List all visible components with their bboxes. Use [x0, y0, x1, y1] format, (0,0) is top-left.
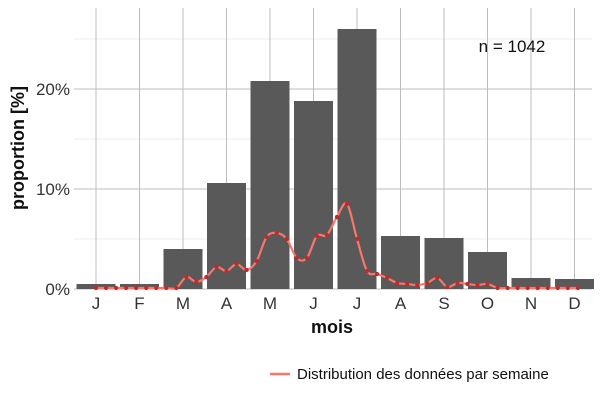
- weekly-point-4: [124, 285, 129, 291]
- legend: Distribution des données par semaine: [270, 366, 549, 383]
- bar-12: [555, 279, 594, 289]
- x-tick-label: S: [438, 294, 449, 313]
- x-tick-label: M: [176, 294, 190, 313]
- bar-4: [207, 183, 246, 289]
- weekly-point-5: [134, 285, 139, 291]
- weekly-point-30: [385, 275, 390, 281]
- y-tick-label: 20%: [36, 80, 70, 99]
- x-tick-label: A: [221, 294, 233, 313]
- weekly-point-29: [374, 271, 380, 277]
- y-axis-ticks: 0% 10% 20%: [36, 80, 70, 299]
- x-tick-label: A: [395, 294, 407, 313]
- weekly-point-2: [103, 285, 109, 291]
- weekly-point-10: [184, 274, 189, 280]
- x-tick-label: J: [353, 294, 362, 313]
- x-tick-label: O: [481, 294, 494, 313]
- bar-2: [120, 284, 159, 289]
- weekly-point-44: [525, 285, 530, 291]
- y-tick-label: 0%: [45, 280, 70, 299]
- weekly-point-40: [485, 281, 490, 287]
- weekly-point-46: [545, 285, 550, 291]
- weekly-point-28: [364, 268, 370, 274]
- weekly-point-25: [334, 214, 340, 220]
- y-axis-label: proportion [%]: [8, 86, 28, 210]
- x-axis-label: mois: [311, 317, 353, 337]
- weekly-point-42: [505, 285, 510, 291]
- weekly-point-41: [495, 285, 500, 291]
- bar-5: [250, 81, 290, 289]
- weekly-distribution-line: [93, 201, 580, 291]
- weekly-point-15: [234, 261, 239, 267]
- bar-6: [294, 101, 333, 289]
- bar-11: [511, 278, 551, 289]
- weekly-point-12: [204, 274, 209, 280]
- weekly-point-23: [314, 233, 319, 239]
- weekly-point-18: [264, 234, 269, 240]
- weekly-point-17: [254, 258, 259, 264]
- weekly-point-35: [435, 275, 440, 281]
- bars: [76, 29, 594, 289]
- legend-label: Distribution des données par semaine: [297, 366, 549, 383]
- weekly-point-48: [565, 285, 570, 291]
- weekly-point-31: [395, 280, 400, 286]
- y-tick-label: 10%: [36, 180, 70, 199]
- x-tick-label: N: [525, 294, 537, 313]
- weekly-point-19: [274, 230, 279, 236]
- x-tick-label: J: [309, 294, 318, 313]
- x-tick-label: M: [263, 294, 277, 313]
- weekly-point-43: [515, 285, 520, 291]
- sample-size-annotation: n = 1042: [479, 37, 546, 56]
- weekly-point-16: [244, 267, 249, 273]
- weekly-point-38: [465, 281, 470, 287]
- bar-8: [381, 236, 420, 289]
- weekly-point-22: [304, 255, 309, 261]
- weekly-point-45: [535, 285, 540, 291]
- weekly-point-6: [144, 285, 149, 291]
- weekly-point-21: [294, 255, 299, 261]
- bar-7: [337, 29, 377, 289]
- weekly-point-7: [154, 285, 159, 291]
- weekly-point-1: [93, 285, 99, 291]
- weekly-point-3: [113, 285, 119, 291]
- weekly-point-32: [405, 281, 410, 287]
- weekly-point-11: [194, 279, 199, 285]
- x-tick-label: F: [134, 294, 144, 313]
- weekly-point-39: [475, 282, 480, 288]
- weekly-point-24: [324, 232, 329, 238]
- weekly-point-9: [174, 285, 179, 291]
- weekly-point-8: [164, 285, 169, 291]
- weekly-point-34: [425, 280, 430, 286]
- weekly-point-14: [224, 268, 229, 274]
- weekly-point-13: [214, 264, 219, 270]
- weekly-point-27: [354, 236, 360, 242]
- weekly-point-26: [344, 201, 350, 207]
- weekly-point-37: [455, 280, 460, 286]
- x-tick-label: D: [568, 294, 580, 313]
- weekly-point-33: [415, 282, 420, 288]
- weekly-point-36: [445, 284, 450, 290]
- weekly-point-47: [555, 285, 560, 291]
- weekly-point-20: [284, 236, 289, 242]
- weekly-point-49: [575, 285, 580, 291]
- x-tick-label: J: [92, 294, 101, 313]
